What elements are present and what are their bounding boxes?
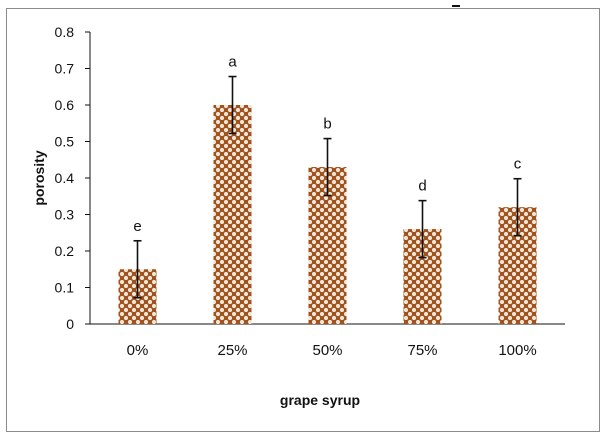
y-tick-label: 0.8 [55,24,75,40]
y-tick-label: 0.6 [55,97,75,113]
x-tick-label: 100% [498,342,536,359]
axes: 0 0.1 0.2 0.3 0.4 0.5 0.6 0.7 0.8 [55,24,565,332]
y-tick-label: 0.5 [55,134,75,150]
y-tick-label: 0.2 [55,243,75,259]
significance-letter: e [133,218,141,235]
y-tick-label: 0.4 [55,170,75,186]
y-tick-label: 0.7 [55,61,75,77]
significance-letter: c [514,156,522,173]
y-tick-label: 0.1 [55,280,75,296]
top-edge-mark [452,5,460,7]
y-axis-title: porosity [31,150,47,205]
bars [118,75,537,324]
significance-letter: a [228,54,237,71]
significance-letter: b [323,116,331,133]
y-tick-label: 0 [66,316,74,332]
x-tick-label: 25% [217,342,247,359]
significance-letter: d [418,178,426,195]
bar [213,105,252,324]
labels: e 0% a 25% b 50% d 75% c 100% [127,54,537,359]
x-tick-label: 75% [407,342,437,359]
x-tick-label: 0% [127,342,149,359]
y-tick-label: 0.3 [55,207,75,223]
x-axis-title: grape syrup [280,392,360,408]
x-tick-label: 50% [312,342,342,359]
